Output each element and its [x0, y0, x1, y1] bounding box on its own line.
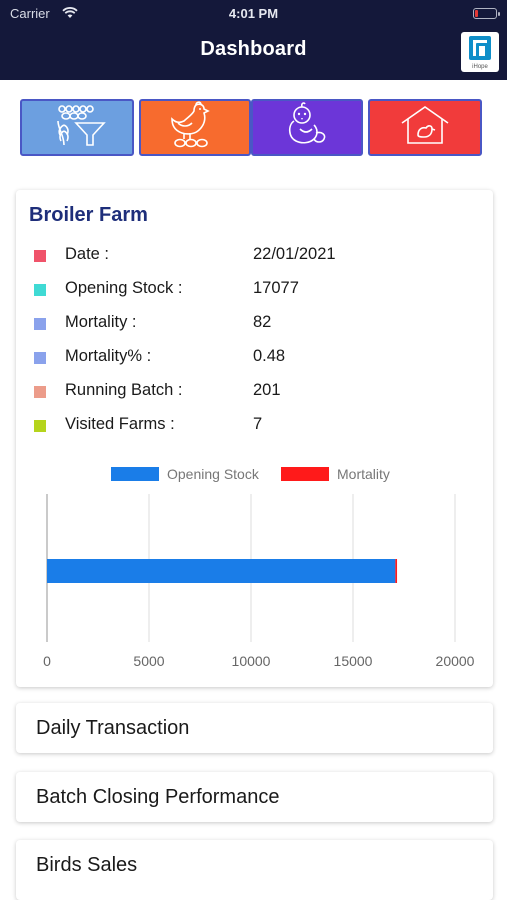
legend-label: Mortality: [337, 466, 390, 482]
section-label: Birds Sales: [36, 854, 138, 876]
section-daily-transaction[interactable]: Daily Transaction: [16, 703, 493, 753]
x-tick-label: 5000: [133, 653, 164, 669]
legend-square-icon: [34, 284, 46, 296]
stat-value: 17077: [253, 279, 299, 297]
clock: 4:01 PM: [228, 6, 279, 21]
hen-module-button[interactable]: [139, 99, 251, 156]
stat-row-date: Date : 22/01/2021: [34, 245, 474, 269]
legend-square-icon: [34, 318, 46, 330]
farm-house-icon: [386, 101, 464, 154]
legend-swatch: [281, 467, 329, 481]
legend-swatch: [111, 467, 159, 481]
stat-label: Visited Farms :: [65, 415, 175, 433]
logo-text: iHope: [472, 64, 488, 70]
section-batch-closing-performance[interactable]: Batch Closing Performance: [16, 772, 493, 822]
stat-row-running-batch: Running Batch : 201: [34, 381, 474, 405]
wifi-icon: [62, 7, 78, 22]
feed-module-button[interactable]: [20, 99, 134, 156]
x-tick-label: 10000: [232, 653, 271, 669]
stat-value: 201: [253, 381, 281, 399]
feed-funnel-icon: [38, 101, 116, 154]
x-tick-label: 15000: [334, 653, 373, 669]
stat-value: 82: [253, 313, 272, 331]
stat-label: Running Batch :: [65, 381, 183, 399]
farm-title: Broiler Farm: [29, 204, 148, 226]
legend-square-icon: [34, 420, 46, 432]
legend-square-icon: [34, 352, 46, 364]
stat-label: Mortality :: [65, 313, 137, 331]
legend-label: Opening Stock: [167, 466, 259, 482]
farm-house-module-button[interactable]: [368, 99, 482, 156]
hen-icon: [156, 101, 234, 154]
section-label: Daily Transaction: [36, 717, 190, 739]
stat-value: 0.48: [253, 347, 286, 365]
legend-square-icon: [34, 250, 46, 262]
stat-value: 22/01/2021: [253, 245, 336, 263]
x-tick-label: 0: [43, 653, 51, 669]
section-birds-sales[interactable]: Birds Sales: [16, 840, 493, 900]
stat-row-opening-stock: Opening Stock : 17077: [34, 279, 474, 303]
legend-square-icon: [34, 386, 46, 398]
stat-label: Opening Stock :: [65, 279, 183, 297]
chick-module-button[interactable]: [251, 99, 363, 156]
stat-row-mortality: Mortality : 82: [34, 313, 474, 337]
bar-mortality: [395, 559, 398, 583]
chick-icon: [268, 101, 346, 154]
stat-value: 7: [253, 415, 263, 433]
page-title: Dashboard: [200, 38, 307, 60]
stat-label: Mortality% :: [65, 347, 152, 365]
app-header: Carrier 4:01 PM Dashboard iHope: [0, 0, 507, 80]
module-icon-bar: [20, 99, 482, 156]
stock-bar-chart: 0 5000 10000 15000 20000: [43, 494, 475, 669]
broiler-farm-card: Broiler Farm Date : 22/01/2021 Opening S…: [16, 190, 493, 687]
stat-row-mortality-percent: Mortality% : 0.48: [34, 347, 474, 371]
stat-label: Date :: [65, 245, 110, 263]
stat-row-visited-farms: Visited Farms : 7: [34, 415, 474, 439]
logo-mark-icon: [469, 36, 491, 60]
carrier-label: Carrier: [10, 6, 50, 21]
bar-opening-stock: [47, 559, 396, 583]
status-bar: Carrier 4:01 PM: [0, 6, 507, 24]
x-tick-label: 20000: [436, 653, 475, 669]
section-label: Batch Closing Performance: [36, 786, 280, 808]
battery-icon: [473, 8, 500, 19]
app-logo[interactable]: iHope: [461, 32, 499, 72]
